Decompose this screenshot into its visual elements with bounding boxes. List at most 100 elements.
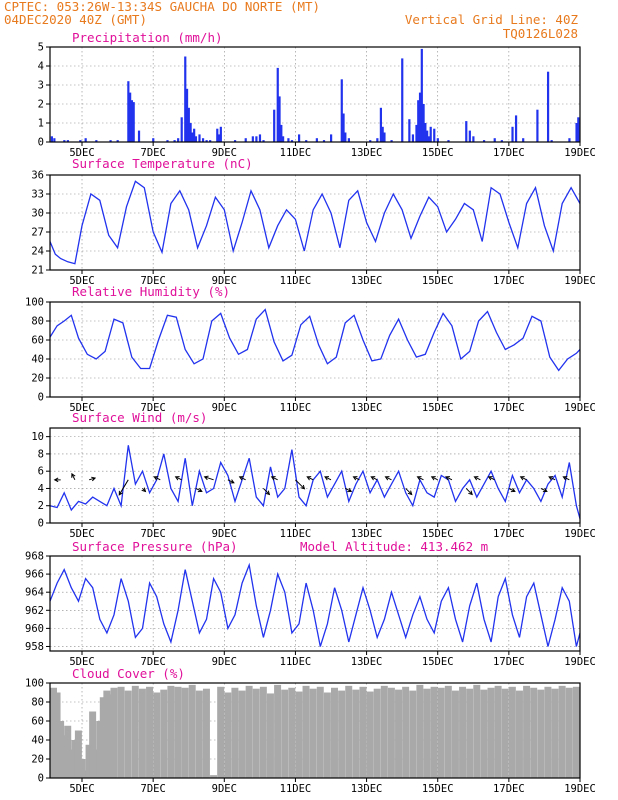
precip-bar bbox=[281, 136, 285, 142]
cloud-bar bbox=[131, 685, 139, 778]
precip-bar bbox=[546, 71, 550, 142]
pressure-ytick-label: 964 bbox=[25, 587, 44, 599]
precip-bar bbox=[217, 134, 221, 142]
header-station: CPTEC: 053:26W-13:34S GAUCHA DO NORTE (M… bbox=[4, 0, 320, 14]
precip-bar bbox=[280, 124, 283, 142]
wind-arrow bbox=[53, 477, 61, 483]
precip-bar bbox=[340, 79, 343, 142]
cloud-bar bbox=[124, 690, 132, 778]
temp-ytick-label: 36 bbox=[31, 170, 44, 182]
rh-xtick-label: 17DEC bbox=[493, 402, 525, 414]
cloud-bar bbox=[138, 688, 146, 778]
temp-xtick-label: 13DEC bbox=[351, 275, 383, 287]
precip-bar bbox=[66, 140, 69, 142]
cloud-bar bbox=[238, 690, 246, 778]
cloud-bar bbox=[106, 694, 114, 778]
precip-xtick-label: 9DEC bbox=[212, 147, 237, 159]
wind-arrow bbox=[141, 487, 147, 493]
cloud-xtick-label: 17DEC bbox=[493, 783, 525, 795]
cloud-bar bbox=[146, 686, 154, 778]
cloud-bar bbox=[416, 684, 424, 778]
precip-bar bbox=[177, 138, 180, 142]
rh-ytick-label: 40 bbox=[31, 354, 44, 366]
precip-bar bbox=[447, 140, 450, 142]
cloud-ytick-label: 80 bbox=[31, 697, 44, 709]
wind-arrow bbox=[465, 488, 473, 496]
wind-arrow bbox=[345, 487, 353, 493]
wind-arrow bbox=[306, 476, 314, 481]
pressure-xtick-label: 9DEC bbox=[212, 656, 237, 668]
cloud-bar bbox=[395, 689, 403, 778]
cloud-bar bbox=[295, 691, 303, 778]
pressure-xtick-label: 13DEC bbox=[351, 656, 383, 668]
precip-bar bbox=[536, 109, 539, 142]
cloud-bar bbox=[402, 686, 410, 778]
precip-bar bbox=[379, 107, 383, 142]
wind-xtick-label: 5DEC bbox=[69, 528, 94, 540]
cloud-bar bbox=[515, 690, 523, 778]
wind-panel: 0 2 4 6 8 10 5DEC 7DEC 9DEC 11DEC 13DEC 15DEC 17DEC 1… bbox=[31, 410, 595, 540]
precip-bar bbox=[482, 140, 486, 142]
cloud-bar bbox=[423, 688, 431, 778]
wind-ytick-label: 6 bbox=[38, 466, 44, 478]
wind-arrow bbox=[174, 476, 182, 481]
rh-xtick-label: 19DEC bbox=[564, 402, 596, 414]
precip-bar bbox=[422, 104, 425, 142]
pressure-xtick-label: 17DEC bbox=[493, 656, 525, 668]
precip-bar bbox=[577, 117, 580, 142]
precip-bar bbox=[420, 48, 423, 142]
temp-xtick-label: 19DEC bbox=[564, 275, 596, 287]
precip-bar bbox=[251, 136, 254, 142]
wind-arrow bbox=[519, 476, 527, 481]
wind-arrow bbox=[416, 476, 424, 481]
wind-arrow bbox=[370, 476, 378, 481]
wind-arrow bbox=[352, 476, 360, 481]
temp-series-line bbox=[49, 180, 581, 265]
wind-arrow bbox=[71, 472, 76, 481]
wind-ytick-label: 8 bbox=[38, 448, 44, 460]
cloud-xtick-label: 11DEC bbox=[280, 783, 312, 795]
cloud-bar bbox=[210, 775, 218, 778]
precip-bar bbox=[95, 140, 98, 142]
precip-bar bbox=[411, 134, 415, 142]
rh-xtick-label: 11DEC bbox=[280, 402, 312, 414]
pressure-xtick-label: 11DEC bbox=[280, 656, 312, 668]
cloud-bar bbox=[380, 685, 388, 778]
wind-arrow bbox=[487, 476, 495, 481]
temp-ytick-label: 21 bbox=[31, 265, 44, 277]
wind-arrow bbox=[88, 476, 97, 482]
wind-ytick-label: 2 bbox=[38, 500, 44, 512]
rh-ytick-label: 0 bbox=[38, 392, 44, 404]
cloud-bar bbox=[117, 686, 125, 778]
precip-bar bbox=[209, 140, 212, 142]
precip-bar bbox=[465, 121, 468, 142]
cloud-bar bbox=[181, 687, 189, 778]
wind-arrow bbox=[445, 476, 453, 481]
pressure-xtick-label: 15DEC bbox=[422, 656, 454, 668]
cloud-bar bbox=[266, 693, 274, 778]
wind-arrow bbox=[118, 479, 129, 496]
cloud-bar bbox=[92, 749, 100, 778]
precip-bar bbox=[187, 107, 190, 142]
header-grid-note: Vertical Grid Line: 40Z bbox=[405, 12, 579, 27]
cloud-bar bbox=[459, 686, 467, 778]
rh-xtick-label: 7DEC bbox=[141, 402, 166, 414]
temp-panel: 21 24 27 30 33 36 5DEC 7DEC 9DEC 11DEC 13DEC 15DEC 1… bbox=[31, 156, 595, 287]
precip-bar bbox=[322, 140, 326, 142]
precip-xtick-label: 7DEC bbox=[141, 147, 166, 159]
cloud-bar bbox=[96, 721, 104, 778]
cloud-bar bbox=[331, 687, 338, 778]
precip-bar bbox=[347, 138, 350, 142]
cloud-ytick-label: 20 bbox=[31, 754, 44, 766]
cloud-ytick-label: 0 bbox=[38, 773, 44, 785]
precip-bar bbox=[166, 140, 169, 142]
precip-bar bbox=[427, 136, 431, 142]
precip-bar bbox=[278, 96, 281, 142]
rh-xtick-label: 5DEC bbox=[69, 402, 94, 414]
wind-arrow bbox=[238, 476, 246, 481]
precip-bar bbox=[297, 134, 301, 142]
cloud-xtick-label: 5DEC bbox=[69, 783, 94, 795]
cloud-bar bbox=[466, 688, 474, 778]
precip-bar bbox=[255, 136, 258, 142]
